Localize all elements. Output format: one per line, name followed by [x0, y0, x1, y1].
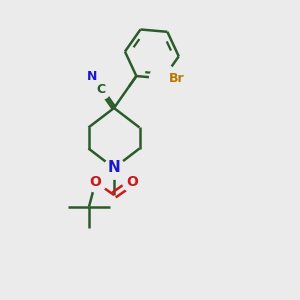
- Text: O: O: [127, 175, 138, 189]
- Text: N: N: [86, 70, 97, 83]
- Text: C: C: [97, 83, 106, 96]
- Text: N: N: [108, 160, 120, 175]
- Text: O: O: [90, 175, 101, 189]
- Text: Br: Br: [169, 72, 184, 85]
